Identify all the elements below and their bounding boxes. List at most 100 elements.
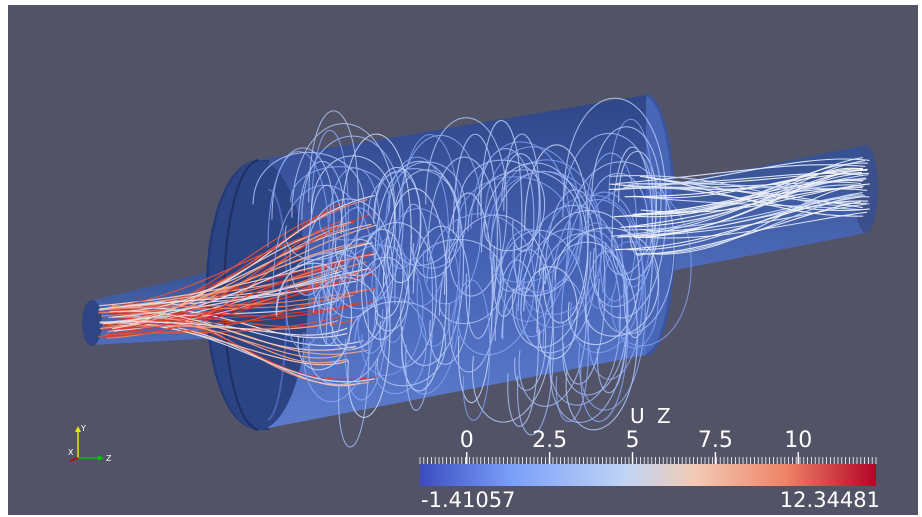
streamline bbox=[611, 146, 654, 339]
streamline bbox=[412, 239, 504, 325]
streamline bbox=[484, 146, 581, 293]
streamline bbox=[501, 287, 547, 391]
streamline bbox=[578, 186, 692, 347]
streamline bbox=[642, 184, 866, 255]
streamline bbox=[303, 198, 394, 349]
streamline bbox=[373, 167, 422, 284]
streamline bbox=[382, 188, 448, 392]
streamline bbox=[520, 228, 621, 406]
axis-z-label: Z bbox=[106, 454, 112, 463]
streamline bbox=[536, 241, 638, 431]
streamline bbox=[587, 172, 649, 276]
streamline bbox=[310, 155, 396, 277]
streamline bbox=[354, 296, 427, 395]
streamline bbox=[313, 277, 378, 351]
colorbar-min-label: -1.41057 bbox=[421, 488, 516, 512]
streamline bbox=[99, 321, 348, 336]
streamline bbox=[348, 301, 447, 387]
streamline bbox=[459, 159, 546, 252]
streamline bbox=[111, 267, 370, 318]
streamline bbox=[613, 188, 868, 218]
streamline bbox=[575, 222, 619, 309]
streamline bbox=[632, 179, 864, 215]
streamline bbox=[501, 153, 540, 252]
streamline bbox=[584, 251, 628, 394]
streamline bbox=[591, 126, 662, 281]
colorbar bbox=[419, 452, 877, 486]
streamline bbox=[490, 229, 587, 407]
streamline bbox=[637, 195, 866, 255]
streamline bbox=[616, 160, 866, 238]
streamline bbox=[340, 133, 412, 340]
streamline bbox=[412, 225, 471, 365]
streamline bbox=[566, 161, 675, 335]
streamline bbox=[622, 194, 864, 231]
streamline bbox=[544, 189, 606, 385]
colorbar-max-label: 12.34481 bbox=[779, 488, 880, 512]
streamline bbox=[585, 152, 638, 302]
colorbar-gradient bbox=[420, 464, 876, 486]
streamline bbox=[517, 204, 629, 423]
streamline bbox=[272, 184, 377, 403]
streamline bbox=[615, 200, 869, 251]
streamline bbox=[609, 175, 863, 207]
streamline bbox=[308, 110, 359, 300]
streamline bbox=[98, 201, 345, 313]
streamline bbox=[467, 169, 583, 297]
streamline bbox=[641, 157, 863, 215]
streamline bbox=[394, 203, 434, 411]
streamline bbox=[267, 150, 330, 350]
streamline bbox=[104, 221, 355, 309]
streamline bbox=[633, 168, 863, 239]
streamline bbox=[551, 198, 646, 411]
axis-x-label: X bbox=[68, 448, 74, 457]
streamline bbox=[102, 272, 377, 338]
streamline bbox=[398, 134, 483, 305]
streamline bbox=[371, 237, 409, 343]
render-viewport[interactable]: U Z 0 2.5 5 7.5 10 -1.41057 12.34481 Y X Z bbox=[8, 5, 918, 515]
streamline bbox=[275, 262, 353, 371]
streamline bbox=[554, 227, 660, 337]
streamline bbox=[99, 280, 357, 310]
streamline bbox=[645, 176, 864, 217]
streamline bbox=[540, 194, 644, 354]
streamline bbox=[609, 181, 861, 188]
streamline bbox=[252, 151, 365, 261]
streamline bbox=[538, 210, 640, 346]
streamline bbox=[361, 256, 410, 332]
streamline bbox=[385, 156, 449, 307]
streamline bbox=[452, 279, 491, 421]
colorbar-tick-label: 7.5 bbox=[697, 428, 733, 453]
streamline bbox=[117, 194, 375, 313]
streamline bbox=[452, 133, 498, 339]
streamline bbox=[110, 287, 376, 335]
colorbar-title: U Z bbox=[630, 404, 674, 428]
streamlines bbox=[97, 97, 870, 448]
streamline bbox=[640, 183, 870, 213]
streamline bbox=[635, 201, 861, 255]
streamline bbox=[105, 314, 378, 381]
streamline bbox=[117, 264, 345, 308]
streamline bbox=[109, 310, 357, 351]
colorbar-tick-label: 10 bbox=[784, 428, 813, 453]
streamline bbox=[634, 174, 869, 215]
colorbar-tick-label: 2.5 bbox=[532, 428, 568, 453]
streamline bbox=[562, 132, 657, 308]
streamline bbox=[542, 279, 589, 422]
streamline bbox=[325, 249, 370, 448]
streamline bbox=[480, 162, 589, 348]
streamline bbox=[108, 243, 353, 308]
streamline bbox=[307, 184, 346, 346]
streamline bbox=[103, 242, 373, 325]
streamline bbox=[500, 228, 556, 338]
streamline bbox=[426, 213, 535, 356]
orientation-axes-widget: Y X Z bbox=[68, 424, 112, 463]
streamline bbox=[639, 175, 867, 204]
colorbar-tick-label: 0 bbox=[459, 428, 474, 453]
streamline bbox=[562, 97, 667, 319]
streamline bbox=[494, 259, 539, 427]
streamline bbox=[523, 266, 578, 360]
axis-y-label: Y bbox=[80, 424, 86, 433]
streamline bbox=[608, 118, 654, 288]
colorbar-tick-label: 5 bbox=[625, 428, 640, 453]
